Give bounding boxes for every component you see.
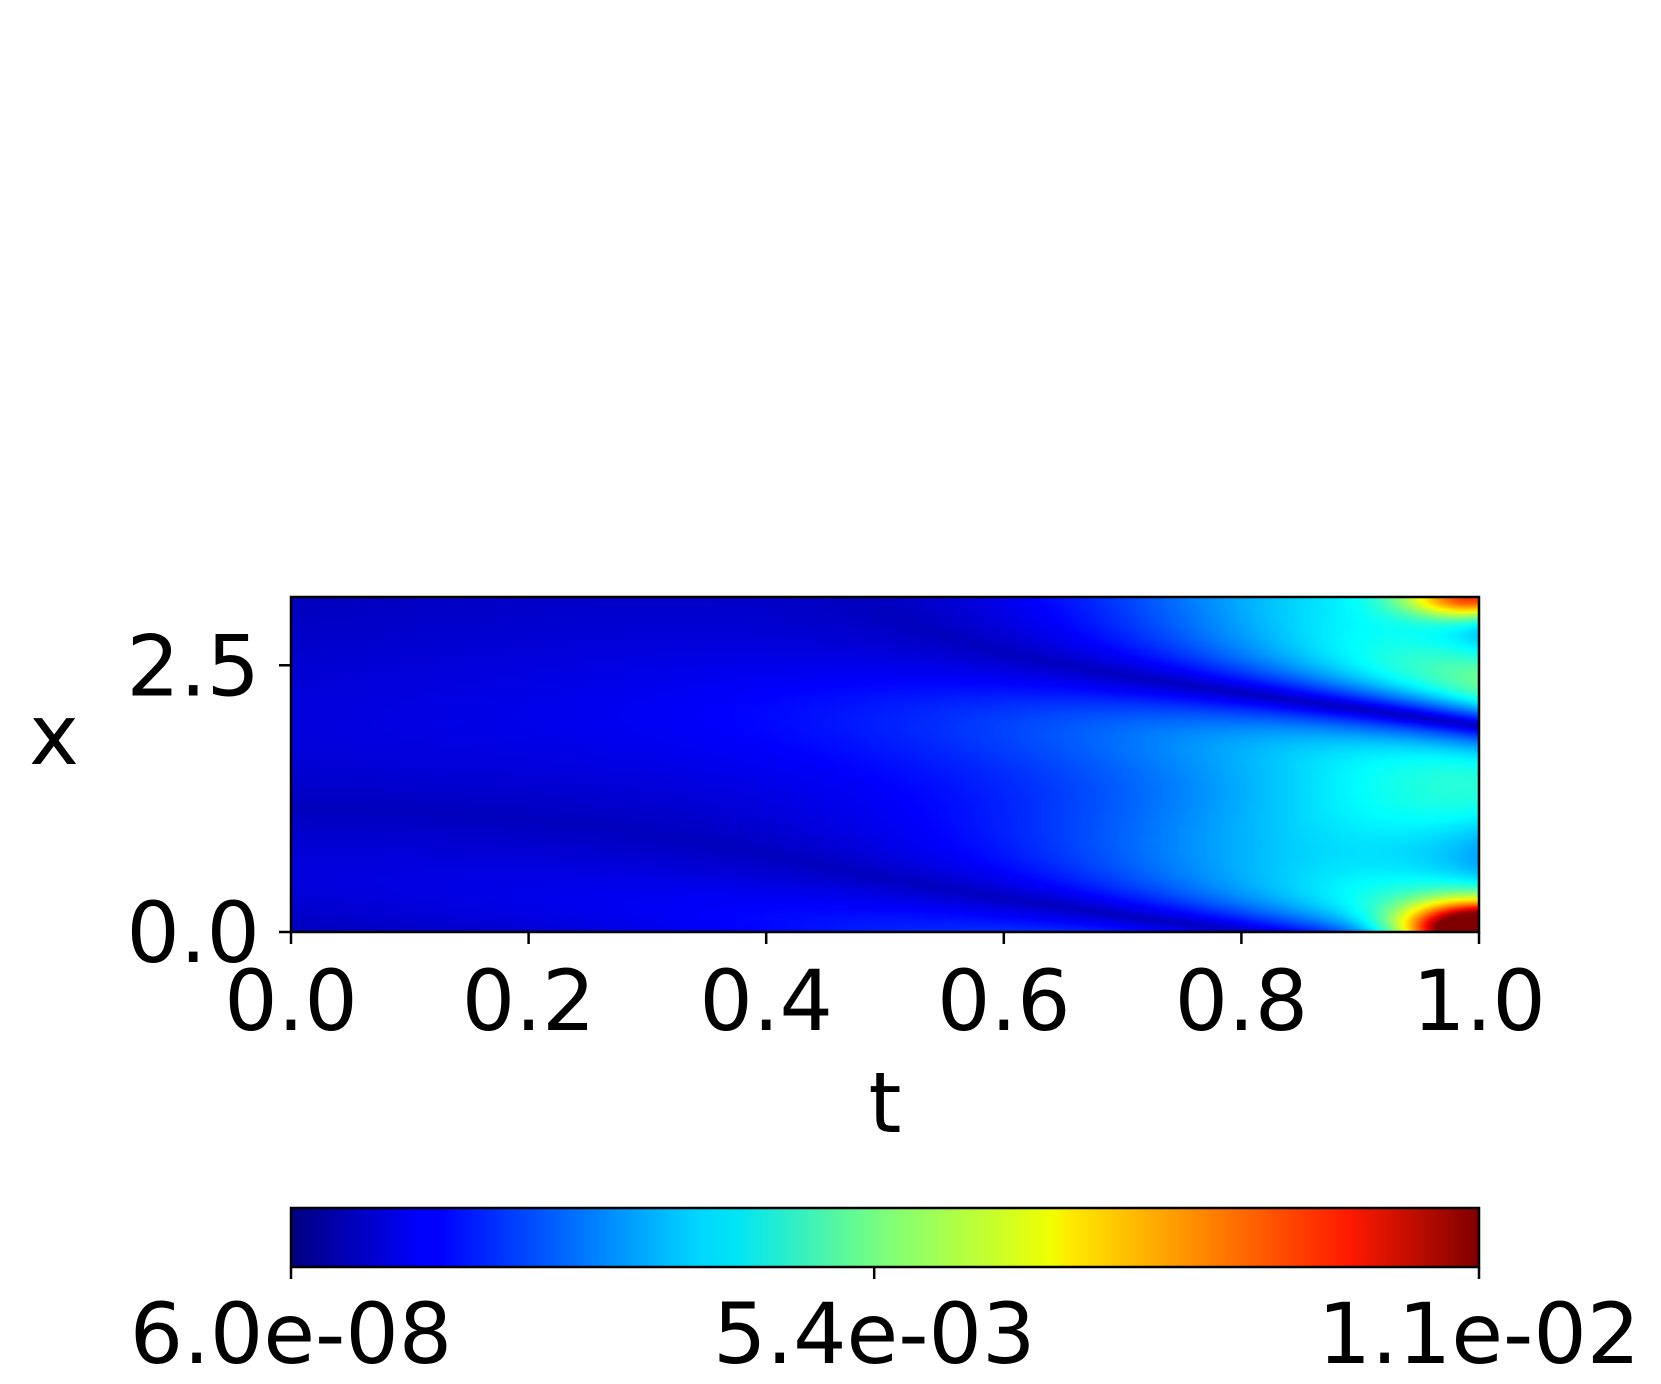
x-axis-label: t bbox=[869, 1054, 902, 1152]
y-axis-label: x bbox=[29, 686, 79, 784]
colorbar-tick-label: 6.0e-08 bbox=[130, 1285, 452, 1383]
y-tick-label: 0.0 bbox=[126, 884, 260, 982]
x-tick-label: 0.0 bbox=[224, 952, 358, 1050]
heatmap-field bbox=[291, 597, 1479, 932]
x-tick-label: 0.8 bbox=[1175, 952, 1309, 1050]
colorbar: 6.0e-08 5.4e-03 1.1e-02 bbox=[130, 1206, 1640, 1383]
x-tick-label: 0.2 bbox=[462, 952, 596, 1050]
x-tick-label: 1.0 bbox=[1412, 952, 1546, 1050]
colorbar-ticks: 6.0e-08 5.4e-03 1.1e-02 bbox=[130, 1267, 1640, 1383]
x-axis-ticks: 0.0 0.2 0.4 0.6 0.8 1.0 bbox=[224, 932, 1546, 1050]
x-tick-label: 0.6 bbox=[937, 952, 1071, 1050]
heatmap-plot-area bbox=[289, 595, 1481, 934]
colorbar-gradient bbox=[289, 1206, 1481, 1269]
plot-frame bbox=[289, 595, 1481, 934]
x-tick-label: 0.4 bbox=[699, 952, 833, 1050]
colorbar-tick-label: 1.1e-02 bbox=[1318, 1285, 1640, 1383]
colorbar-tick-label: 5.4e-03 bbox=[713, 1285, 1035, 1383]
y-axis-ticks: 0.0 2.5 bbox=[126, 617, 291, 982]
y-tick-label: 2.5 bbox=[126, 617, 260, 715]
